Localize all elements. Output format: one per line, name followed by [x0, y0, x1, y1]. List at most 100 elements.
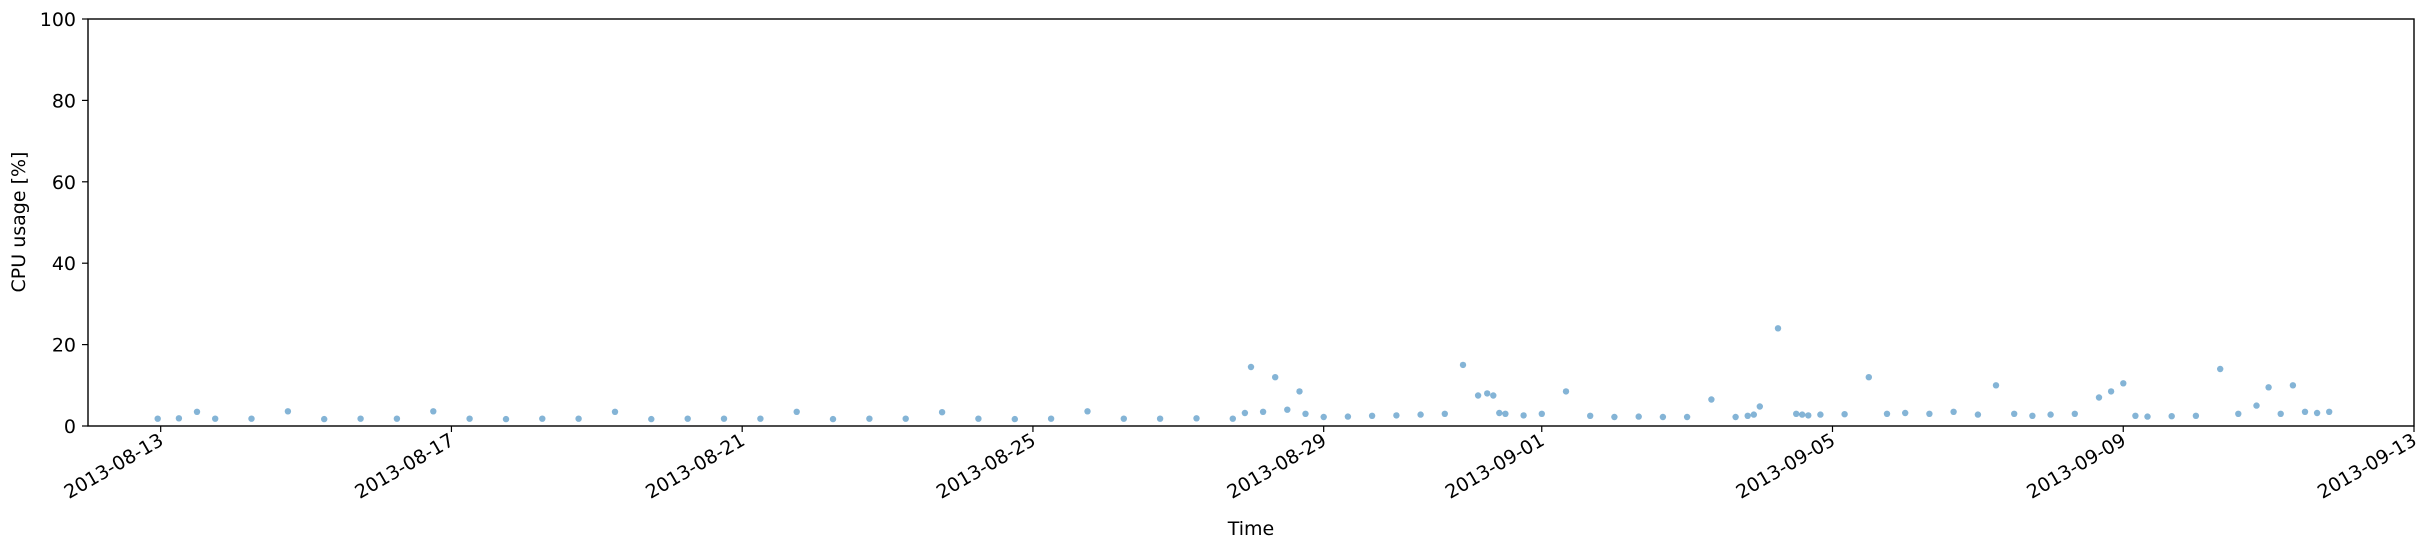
data-point [430, 408, 437, 415]
y-tick-label: 0 [64, 416, 76, 438]
data-point [2071, 410, 2078, 417]
data-point [1683, 413, 1691, 421]
data-point [1793, 410, 1800, 417]
data-point [175, 415, 183, 422]
x-tick-label: 2013-08-13 [61, 429, 168, 503]
data-point [321, 415, 328, 423]
data-point [902, 415, 909, 422]
data-point [1284, 406, 1291, 413]
data-point [2132, 412, 2139, 419]
x-tick-label: 2013-08-17 [351, 429, 458, 503]
data-point [1756, 403, 1764, 410]
data-point [1241, 409, 1249, 417]
data-point [1538, 410, 1546, 417]
data-point [2107, 388, 2115, 395]
data-point [1259, 408, 1267, 415]
data-point [1502, 410, 1509, 417]
data-point [1799, 411, 1806, 418]
data-point [1774, 325, 1782, 332]
data-point [154, 415, 161, 422]
data-point [2168, 413, 2175, 420]
plot-area [87, 18, 2415, 427]
data-point [1229, 415, 1237, 422]
data-point [2289, 382, 2297, 389]
data-point [938, 409, 946, 416]
data-point [502, 415, 510, 423]
data-point [1296, 388, 1303, 395]
data-point [2217, 365, 2224, 373]
data-point [1393, 412, 1400, 419]
data-point [793, 408, 800, 415]
data-point [1459, 361, 1467, 369]
data-point [1496, 409, 1503, 417]
data-point [393, 415, 401, 422]
data-point [1368, 412, 1376, 419]
data-point [1047, 415, 1055, 422]
data-point [1562, 388, 1570, 395]
data-point [1193, 415, 1200, 422]
data-point [284, 408, 292, 415]
data-point [1520, 412, 1527, 419]
data-point [539, 415, 546, 422]
x-tick-label: 2013-09-05 [1732, 429, 1839, 503]
data-point [2235, 410, 2242, 417]
data-point [2265, 384, 2272, 391]
data-point [212, 415, 219, 422]
x-axis: 2013-08-13 2013-08-17 2013-08-21 2013-08-25… [61, 426, 2421, 504]
data-point [1587, 412, 1594, 419]
data-point [2277, 410, 2284, 417]
data-point [1320, 413, 1327, 421]
x-axis-label: Time [1227, 518, 1275, 540]
y-axis-label: CPU usage [%] [8, 152, 30, 293]
data-point [1635, 413, 1642, 420]
data-point [1011, 415, 1018, 423]
data-point [611, 408, 619, 415]
x-tick-label: 2013-08-21 [642, 429, 749, 503]
data-point [193, 408, 201, 415]
data-point [1841, 411, 1848, 418]
data-point [1611, 413, 1618, 421]
data-point [2301, 408, 2309, 415]
data-point [1120, 415, 1128, 422]
data-point [1732, 413, 1739, 421]
y-tick-label: 20 [52, 335, 76, 357]
x-tick-label: 2013-09-13 [2314, 429, 2421, 503]
data-point [1247, 363, 1255, 371]
data-point [1744, 412, 1751, 419]
data-point [1817, 411, 1824, 418]
data-point [2095, 394, 2103, 401]
data-point [1805, 412, 1812, 419]
data-point [1344, 413, 1352, 420]
data-point [466, 415, 473, 422]
data-point [248, 415, 255, 422]
data-point [1708, 396, 1715, 403]
y-tick-label: 40 [52, 253, 76, 275]
data-point [2120, 380, 2127, 387]
data-point [2047, 411, 2054, 418]
y-tick-label: 100 [40, 9, 76, 31]
x-tick-label: 2013-09-01 [1442, 429, 1549, 503]
data-point [975, 415, 982, 422]
data-point [1659, 413, 1667, 421]
data-point [1302, 410, 1309, 417]
data-point [1417, 411, 1424, 418]
data-point [648, 415, 655, 423]
data-point [829, 415, 837, 423]
data-point [1474, 392, 1482, 399]
y-tick-label: 80 [52, 90, 76, 112]
data-point [1883, 410, 1891, 417]
data-point [2011, 410, 2018, 417]
data-point [1950, 408, 1957, 415]
data-point [1484, 390, 1491, 397]
data-point [2253, 402, 2260, 409]
data-points [154, 325, 2333, 423]
x-tick-label: 2013-09-09 [2023, 429, 2130, 503]
data-point [2144, 413, 2151, 420]
data-point [2192, 412, 2200, 419]
data-point [720, 415, 728, 422]
x-tick-label: 2013-08-25 [933, 429, 1040, 503]
data-point [1272, 374, 1279, 381]
data-point [866, 415, 873, 422]
data-point [2029, 412, 2036, 419]
